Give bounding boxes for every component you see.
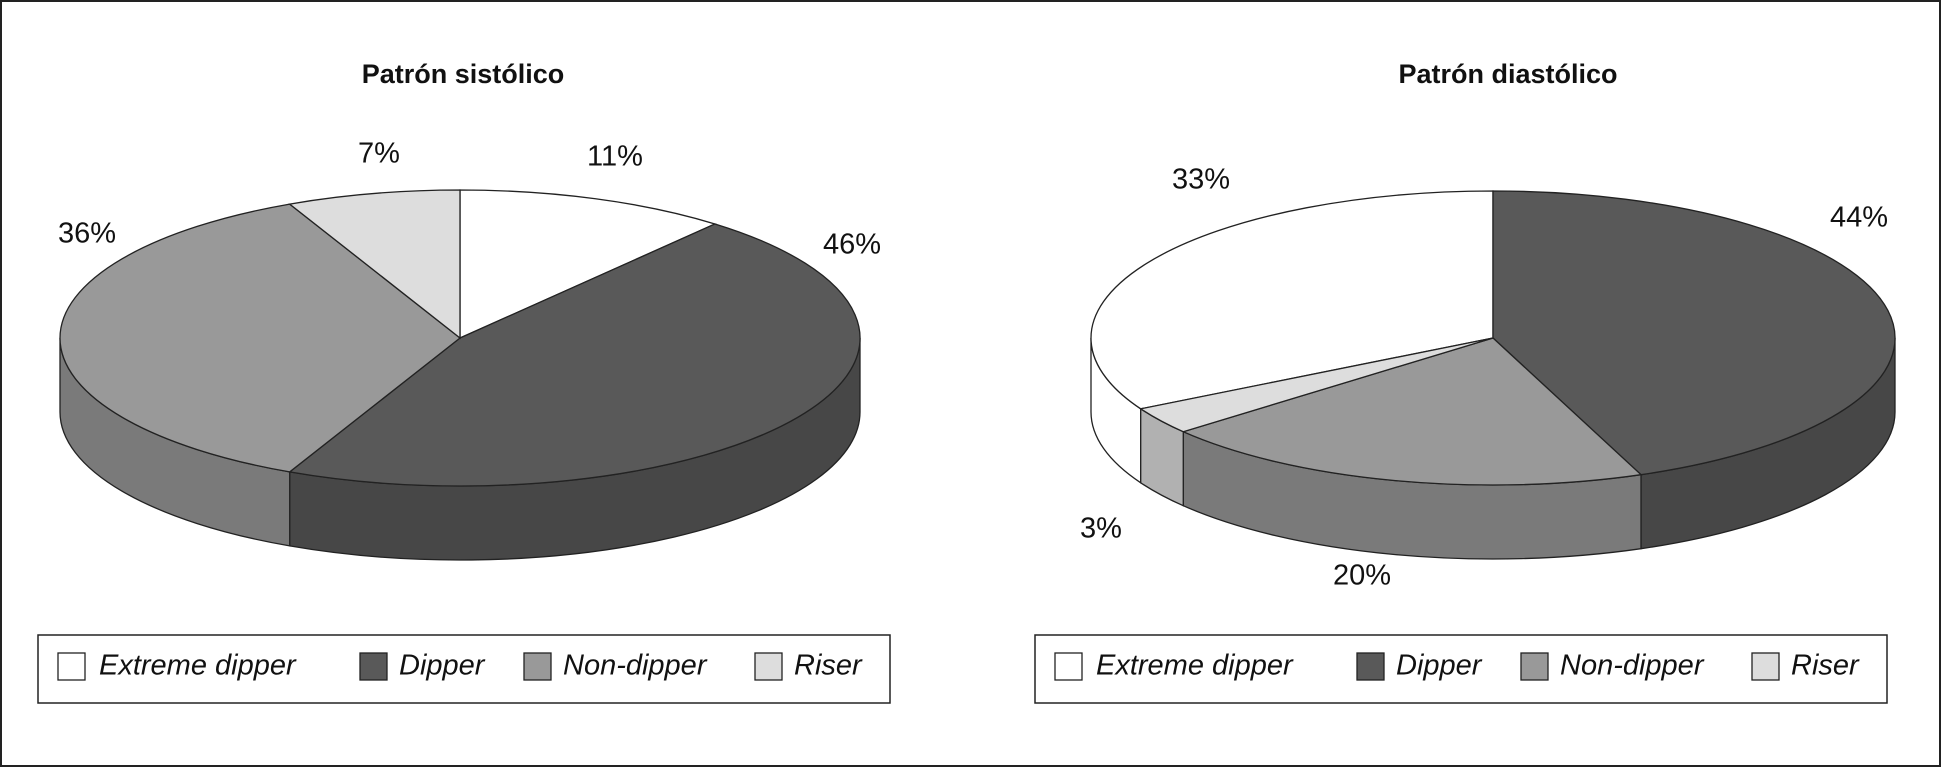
legend-label: Riser (1791, 650, 1860, 682)
data-label: 36% (58, 218, 116, 250)
legend-swatch (1054, 652, 1083, 681)
legend-label: Dipper (399, 650, 486, 682)
data-label: 20% (1333, 560, 1391, 592)
slice (1090, 190, 1494, 410)
slice (1139, 337, 1494, 433)
legend-label: Dipper (1396, 650, 1483, 682)
data-label: 3% (1080, 513, 1122, 545)
slice (1181, 337, 1643, 486)
legend-label: Riser (794, 650, 863, 682)
legend-label: Extreme dipper (99, 650, 297, 682)
slice (459, 189, 717, 340)
legend-box (37, 634, 891, 704)
legend-label: Extreme dipper (1096, 650, 1294, 682)
legend-swatch (1356, 652, 1385, 681)
data-label: 7% (358, 138, 400, 170)
legend-label: Non-dipper (563, 650, 708, 682)
legend-swatch (359, 652, 388, 681)
legend-label: Non-dipper (1560, 650, 1705, 682)
legend-swatch (754, 652, 783, 681)
data-label: 46% (823, 229, 881, 261)
legend-box (1034, 634, 1888, 704)
chart-title: Patrón diastólico (1398, 59, 1617, 89)
data-label: 44% (1830, 202, 1888, 234)
legend-swatch (523, 652, 552, 681)
slice (1492, 190, 1896, 476)
legend-swatch (1751, 652, 1780, 681)
slice (288, 189, 461, 340)
legend-swatch (1520, 652, 1549, 681)
data-label: 33% (1172, 164, 1230, 196)
slice (59, 203, 462, 473)
slice (288, 223, 861, 487)
data-label: 11% (587, 141, 643, 173)
chart-title: Patrón sistólico (362, 59, 565, 89)
legend-swatch (57, 652, 86, 681)
